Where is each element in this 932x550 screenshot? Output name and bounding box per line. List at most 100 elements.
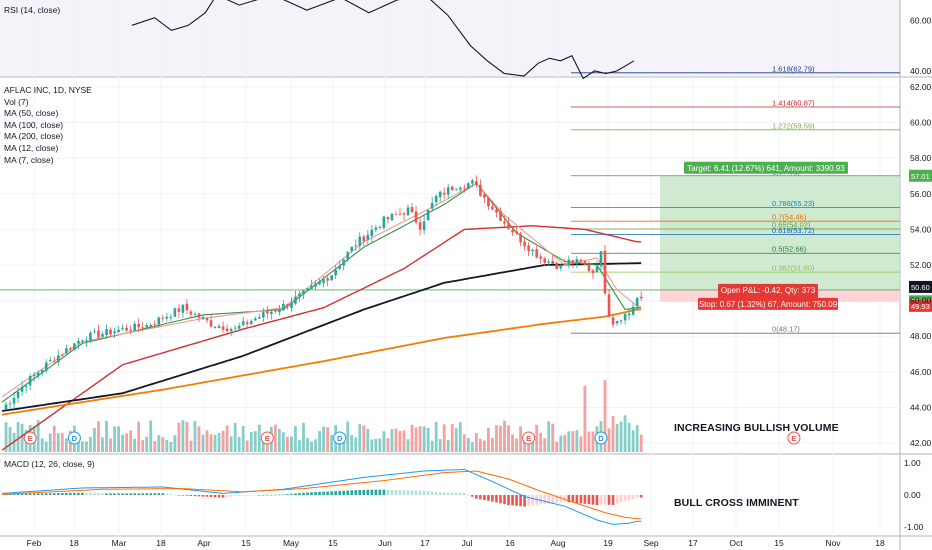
chart-legend: AFLAC INC, 1D, NYSE Vol (7) MA (50, clos…	[4, 85, 92, 166]
position-info-box[interactable]	[698, 297, 838, 310]
volume-bar	[462, 434, 466, 452]
volume-bar	[330, 434, 334, 452]
dividend-marker-label: D	[337, 434, 343, 443]
candle-body	[330, 275, 333, 281]
volume-bar	[117, 426, 120, 452]
macd-histogram-bar	[467, 494, 470, 496]
candle-body	[28, 375, 32, 386]
macd-histogram-bar	[458, 492, 462, 495]
earnings-marker[interactable]	[787, 431, 801, 445]
candle-body	[442, 192, 446, 195]
macd-annotation: BULL CROSS IMMINENT	[674, 497, 799, 509]
time-axis-tick: Aug	[550, 538, 565, 548]
candle-body	[354, 245, 358, 247]
dividend-marker[interactable]	[333, 431, 347, 445]
indicator-ma100[interactable]: MA (100, close)	[4, 119, 64, 130]
candle-body	[24, 385, 28, 388]
price-axis-value-label	[909, 280, 932, 293]
macd-histogram-bar	[113, 493, 116, 495]
volume-bar	[394, 428, 398, 452]
macd-histogram-bar	[48, 493, 52, 495]
macd-histogram-bar	[479, 495, 482, 500]
macd-histogram-bar	[354, 490, 358, 495]
time-axis-tick: 16	[505, 538, 515, 548]
dividend-marker[interactable]	[67, 431, 81, 445]
indicator-ma200[interactable]: MA (200, close)	[4, 131, 64, 142]
candle-body	[290, 303, 293, 308]
candle-body	[93, 331, 96, 333]
volume-bar	[56, 433, 60, 452]
volume-bar	[627, 422, 631, 452]
fib-level-label: 1.618(62.79)	[772, 64, 815, 73]
candle-body	[129, 329, 132, 331]
macd-histogram-bar	[32, 493, 36, 495]
candle-body	[105, 329, 108, 335]
indicator-vol[interactable]: Vol (7)	[4, 96, 29, 107]
indicator-ma12[interactable]: MA (12, close)	[4, 142, 59, 153]
volume-bar	[470, 441, 474, 452]
candle-body	[346, 252, 350, 260]
macd-histogram-bar	[12, 493, 16, 495]
volume-bar	[350, 435, 354, 452]
earnings-marker-label: E	[265, 434, 270, 443]
position-info-text: Stop: 0.67 (1.32%) 67, Amount: 750.09	[699, 300, 838, 309]
macd-histogram-bar	[105, 493, 108, 495]
macd-histogram-bar	[426, 491, 430, 495]
volume-bar	[48, 433, 52, 452]
symbol-title[interactable]: AFLAC INC, 1D, NYSE	[4, 85, 92, 95]
candle-body	[595, 266, 599, 272]
position-info-box[interactable]	[684, 161, 848, 174]
macd-indicator-label[interactable]: MACD (12, 26, close, 9)	[4, 459, 95, 469]
earnings-marker[interactable]	[23, 431, 37, 445]
indicator-ma7[interactable]: MA (7, close)	[4, 154, 54, 165]
earnings-marker[interactable]	[260, 431, 274, 445]
candle-body	[298, 293, 301, 297]
earnings-marker[interactable]	[522, 431, 536, 445]
candle-body	[503, 221, 506, 224]
fib-level-label: 0.7(54.46)	[772, 213, 807, 222]
macd-histogram-bar	[414, 490, 418, 495]
volume-bar	[173, 435, 177, 452]
candle-body	[253, 318, 257, 321]
macd-histogram-bar	[69, 492, 72, 495]
volume-bar	[438, 439, 442, 452]
volume-bar	[535, 424, 539, 452]
candle-body	[426, 209, 430, 221]
fib-level-label: 0.65(54.02)	[772, 221, 811, 230]
volume-bar	[543, 438, 547, 452]
time-axis-tick: 18	[875, 538, 885, 548]
macd-histogram-bar	[595, 495, 599, 505]
candle-body	[189, 311, 193, 315]
time-axis-tick: 15	[241, 538, 251, 548]
macd-histogram-bar	[249, 495, 253, 496]
rsi-indicator-label[interactable]: RSI (14, close)	[4, 5, 61, 15]
candle-body	[575, 259, 579, 265]
candle-body	[639, 296, 643, 299]
macd-axis-tick: -1.00	[904, 522, 924, 532]
earnings-marker-label: E	[28, 434, 33, 443]
volume-bar	[382, 431, 386, 452]
candle-body	[607, 294, 611, 317]
macd-histogram-bar	[149, 493, 153, 495]
candle-body	[322, 279, 325, 283]
candle-body	[430, 202, 434, 209]
volume-bar	[4, 422, 8, 452]
volume-bar	[105, 420, 108, 452]
dividend-marker[interactable]	[594, 431, 608, 445]
volume-bar	[209, 434, 213, 452]
price-axis-tick: 42.00	[910, 438, 932, 448]
volume-annotation: INCREASING BULLISH VOLUME	[674, 422, 839, 434]
macd-histogram-bar	[515, 495, 518, 506]
volume-bar	[458, 422, 462, 452]
macd-histogram-bar	[539, 495, 542, 505]
price-axis-tick: 52.00	[910, 260, 932, 270]
indicator-ma50[interactable]: MA (50, close)	[4, 108, 59, 119]
macd-histogram-bar	[77, 492, 80, 495]
candle-body	[101, 334, 104, 337]
volume-bar	[555, 441, 559, 452]
position-info-box[interactable]	[718, 283, 818, 296]
volume-bar	[125, 433, 129, 452]
target-zone[interactable]	[660, 175, 900, 290]
candle-body	[579, 259, 583, 262]
